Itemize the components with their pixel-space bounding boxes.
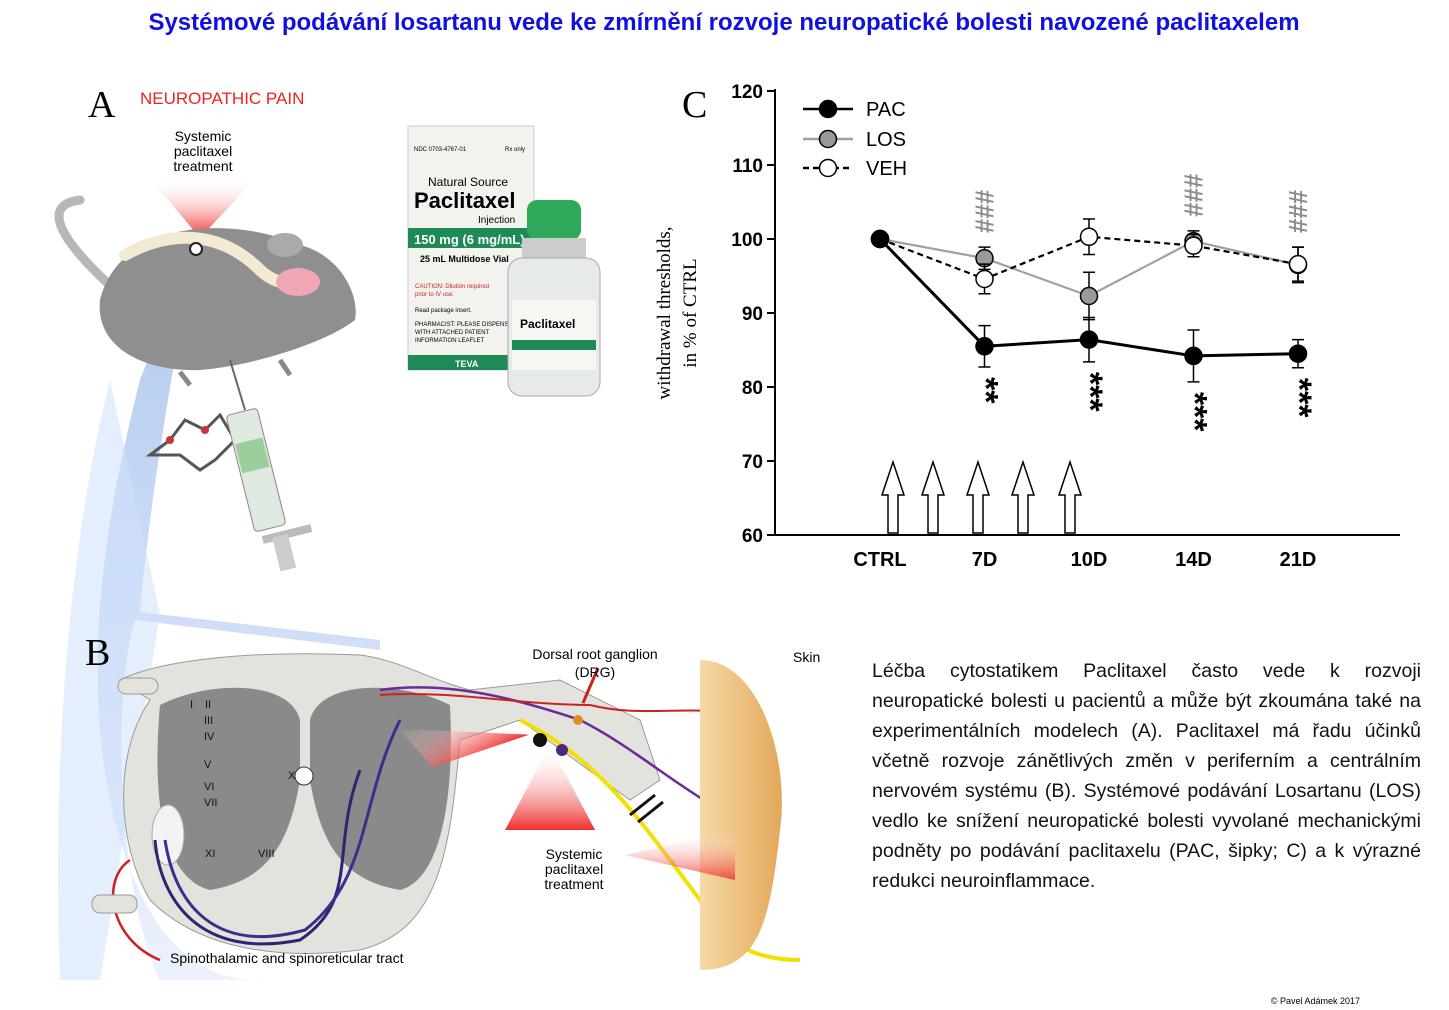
marker — [1288, 254, 1308, 274]
syringe — [226, 359, 313, 572]
legend-marker — [818, 129, 838, 149]
lamina-label: VIII — [258, 848, 275, 860]
marker — [975, 269, 994, 289]
x-tick-label: 10D — [1071, 549, 1108, 571]
box-text: Read package insert. — [415, 308, 472, 314]
significance-label: *** — [1071, 372, 1109, 412]
y-tick-label: 70 — [742, 452, 763, 473]
marker — [870, 229, 890, 249]
y-tick-label: 120 — [731, 82, 763, 103]
marker — [1184, 236, 1203, 255]
drug-cone — [505, 745, 595, 830]
significance-label: ** — [967, 377, 1005, 404]
pointer — [581, 667, 600, 704]
page-title: Systémové podávání losartanu vede ke zmí… — [148, 9, 1299, 36]
box-text: Paclitaxel — [414, 188, 516, 213]
mouse — [54, 195, 356, 387]
y-tick-label: 80 — [742, 378, 763, 399]
significance-label: *** — [1280, 378, 1318, 418]
treatment-label: treatment — [544, 876, 603, 892]
description: Léčba cytostatikem Paclitaxel často vede… — [872, 660, 1421, 892]
significance-label: ### — [1179, 173, 1209, 217]
box-text: prior to IV use. — [415, 292, 454, 298]
legend-marker — [818, 99, 838, 119]
panel-letter: C — [682, 84, 707, 126]
y-tick-label: 100 — [731, 230, 763, 251]
dosing-arrows — [880, 459, 1083, 534]
legend-label: LOS — [866, 129, 906, 151]
x-tick-label: CTRL — [853, 549, 906, 571]
y-axis-label: withdrawal thresholds, — [654, 226, 675, 399]
panel-letter: A — [88, 84, 116, 126]
panel-letter: B — [85, 632, 110, 674]
nerve — [379, 686, 801, 962]
box-text: Natural Source — [428, 175, 508, 189]
drug-cone — [625, 830, 735, 880]
lamina-label: I — [190, 699, 193, 711]
y-tick-label: 60 — [742, 526, 763, 547]
y-axis-label: in % of CTRL — [680, 258, 701, 367]
x-tick-label: 21D — [1280, 549, 1317, 571]
significance-label: ### — [970, 189, 1000, 233]
lamina-label: IV — [204, 731, 215, 743]
projection — [58, 380, 160, 980]
vial — [507, 200, 601, 397]
drg-label: (DRG) — [575, 664, 615, 680]
lamina-label: VI — [204, 781, 214, 793]
box-text: 25 mL Multidose Vial — [420, 254, 509, 264]
injection-cone — [150, 178, 256, 238]
box-text: TEVA — [455, 359, 479, 369]
vial-text: Paclitaxel — [520, 317, 575, 331]
legend-marker — [818, 158, 838, 178]
lamina-label: XI — [205, 848, 215, 860]
molecule — [145, 412, 237, 472]
marker — [1184, 346, 1203, 366]
y-tick-label: 90 — [742, 304, 763, 325]
skin-label: Skin — [793, 649, 820, 665]
box-text: INFORMATION LEAFLET — [415, 338, 485, 344]
treatment-label: Systemic — [546, 846, 603, 862]
legend-label: PAC — [866, 99, 906, 121]
drg-label: Dorsal root ganglion — [532, 646, 657, 662]
box-text: Rx only — [505, 147, 525, 153]
box-text: CAUTION: Dilution required — [415, 284, 489, 290]
significance-label: *** — [1176, 392, 1214, 432]
marker — [1288, 344, 1308, 363]
tract-label: Spinothalamic and spinoreticular tract — [170, 950, 404, 966]
drug-box — [407, 125, 535, 371]
box-text: Injection — [478, 215, 515, 226]
lamina-label: VII — [204, 797, 217, 809]
lamina-label: X — [288, 770, 296, 782]
x-tick-label: 14D — [1175, 549, 1212, 571]
box-text: WITH ATTACHED PATIENT — [415, 330, 490, 336]
spinal-cord — [91, 653, 661, 962]
skin — [700, 660, 782, 970]
lamina-label: II — [205, 699, 211, 711]
legend-label: VEH — [866, 158, 907, 180]
significance-label: ### — [1283, 189, 1313, 233]
x-tick-label: 7D — [972, 549, 998, 571]
lamina-label: III — [204, 715, 213, 727]
marker — [1079, 286, 1099, 306]
copyright: © Pavel Adámek 2017 — [1271, 996, 1360, 1006]
marker — [1079, 330, 1099, 349]
y-tick-label: 110 — [732, 156, 763, 177]
box-text: 150 mg (6 mg/mL) — [414, 232, 525, 247]
panel-heading: NEUROPATHIC PAIN — [140, 89, 304, 108]
box-text: NDC 0703-4767-01 — [414, 147, 467, 153]
marker — [975, 337, 994, 356]
drug-cone — [399, 729, 530, 768]
treatment-label: Systemic — [175, 128, 232, 144]
treatment-label: paclitaxel — [545, 861, 603, 877]
treatment-label: treatment — [173, 158, 232, 174]
marker — [1079, 227, 1099, 247]
lamina-label: V — [204, 759, 212, 771]
box-text: PHARMACIST: PLEASE DISPENSE — [415, 322, 512, 328]
treatment-label: paclitaxel — [174, 143, 232, 159]
